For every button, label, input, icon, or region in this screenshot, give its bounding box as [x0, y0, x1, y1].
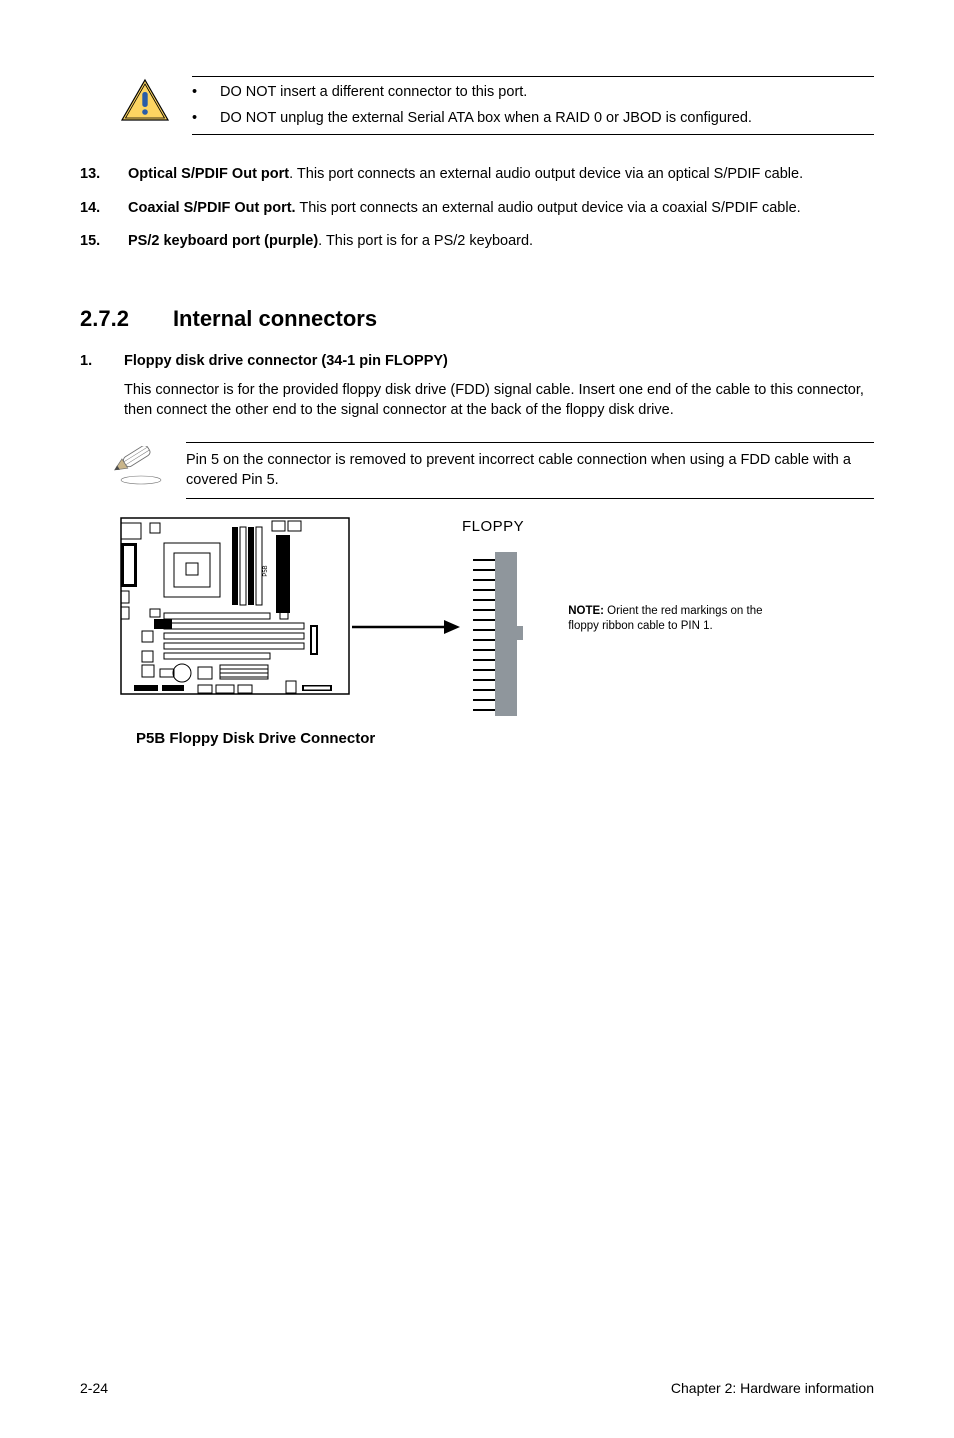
- item-rest: This port connects an external audio out…: [296, 200, 801, 216]
- divider: [186, 498, 874, 499]
- port-item: 14. Coaxial S/PDIF Out port. This port c…: [80, 199, 874, 219]
- item-rest: . This port connects an external audio o…: [289, 166, 803, 182]
- warning-item: • DO NOT insert a different connector to…: [192, 83, 874, 103]
- item-text: Floppy disk drive connector (34-1 pin FL…: [124, 352, 874, 421]
- item-text: Optical S/PDIF Out port. This port conne…: [128, 165, 874, 185]
- port-list: 13. Optical S/PDIF Out port. This port c…: [80, 165, 874, 252]
- port-item: 15. PS/2 keyboard port (purple). This po…: [80, 232, 874, 252]
- item-rest: . This port is for a PS/2 keyboard.: [318, 233, 533, 249]
- item-text: PS/2 keyboard port (purple). This port i…: [128, 232, 874, 252]
- warning-text: DO NOT insert a different connector to t…: [220, 83, 527, 103]
- connector-list: 1. Floppy disk drive connector (34-1 pin…: [80, 352, 874, 421]
- warning-item: • DO NOT unplug the external Serial ATA …: [192, 109, 874, 129]
- connector-item: 1. Floppy disk drive connector (34-1 pin…: [80, 352, 874, 421]
- diagram-row: P5B: [120, 517, 874, 720]
- floppy-label: FLOPPY: [462, 517, 524, 537]
- motherboard-diagram: P5B: [120, 517, 350, 712]
- item-number: 13.: [80, 165, 108, 185]
- bullet: •: [192, 109, 198, 129]
- section-number: 2.7.2: [80, 304, 129, 334]
- diagram-caption: P5B Floppy Disk Drive Connector: [136, 729, 874, 749]
- item-bold: PS/2 keyboard port (purple): [128, 233, 318, 249]
- pencil-note: Pin 5 on the connector is removed to pre…: [110, 442, 874, 499]
- note-body: Pin 5 on the connector is removed to pre…: [186, 442, 874, 499]
- orientation-note: NOTE: Orient the red markings on the flo…: [568, 604, 778, 634]
- chapter-label: Chapter 2: Hardware information: [671, 1379, 874, 1398]
- item-number: 15.: [80, 232, 108, 252]
- divider: [192, 76, 874, 77]
- port-item: 13. Optical S/PDIF Out port. This port c…: [80, 165, 874, 185]
- item-number: 1.: [80, 352, 100, 421]
- divider: [192, 134, 874, 135]
- bullet: •: [192, 83, 198, 103]
- section-title: Internal connectors: [173, 304, 377, 334]
- svg-text:P5B: P5B: [263, 566, 269, 577]
- page-number: 2-24: [80, 1379, 108, 1398]
- connector-body: This connector is for the provided flopp…: [124, 381, 874, 420]
- item-number: 14.: [80, 199, 108, 219]
- item-bold: Coaxial S/PDIF Out port.: [128, 200, 296, 216]
- page-footer: 2-24 Chapter 2: Hardware information: [80, 1379, 874, 1398]
- warning-icon: [120, 70, 170, 141]
- item-text: Coaxial S/PDIF Out port. This port conne…: [128, 199, 874, 219]
- pencil-icon: [110, 442, 164, 499]
- arrow-icon: [352, 517, 462, 712]
- warning-callout: • DO NOT insert a different connector to…: [120, 70, 874, 141]
- orient-note-bold: NOTE:: [568, 605, 604, 617]
- warning-body: • DO NOT insert a different connector to…: [192, 70, 874, 141]
- connector-lead: Floppy disk drive connector (34-1 pin FL…: [124, 352, 874, 372]
- floppy-connector-diagram: FLOPPY: [462, 517, 524, 720]
- note-text: Pin 5 on the connector is removed to pre…: [186, 443, 874, 498]
- section-heading: 2.7.2 Internal connectors: [80, 304, 874, 334]
- warning-text: DO NOT unplug the external Serial ATA bo…: [220, 109, 752, 129]
- item-bold: Optical S/PDIF Out port: [128, 166, 289, 182]
